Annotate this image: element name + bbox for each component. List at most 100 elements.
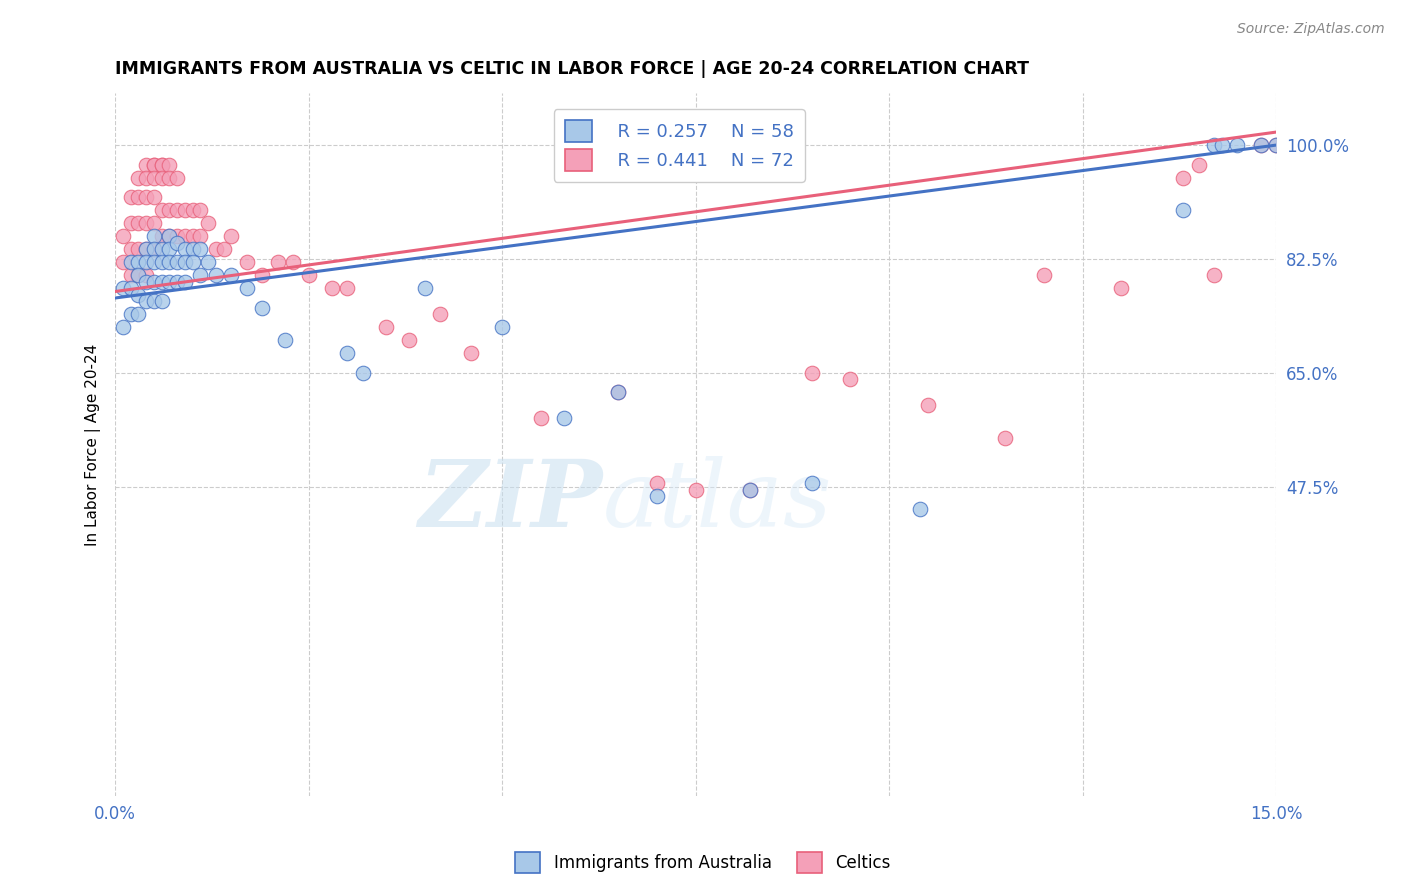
Point [1111,281,1133,295]
Point [120,242,142,256]
Point [127,242,149,256]
Point [142,158,165,172]
Point [219,229,242,244]
Point [120,255,142,269]
Point [738,483,761,497]
Point [166,229,188,244]
Point [283,255,305,269]
Point [135,242,157,256]
Point [321,281,343,295]
Point [197,216,219,230]
Point [173,275,195,289]
Point [645,476,668,491]
Point [142,255,165,269]
Point [135,294,157,309]
Point [150,242,173,256]
Point [142,294,165,309]
Point [530,411,553,425]
Point [157,242,180,256]
Point [135,255,157,269]
Point [157,229,180,244]
Point [127,268,149,283]
Point [111,229,134,244]
Point [274,333,297,347]
Text: Source: ZipAtlas.com: Source: ZipAtlas.com [1237,22,1385,37]
Point [607,385,630,400]
Point [135,170,157,185]
Point [157,170,180,185]
Point [212,242,235,256]
Point [298,268,321,283]
Point [135,275,157,289]
Point [173,255,195,269]
Point [181,203,204,218]
Point [1032,268,1054,283]
Point [917,398,939,412]
Point [166,170,188,185]
Point [1265,138,1288,153]
Point [188,203,211,218]
Text: ZIP: ZIP [419,456,603,546]
Point [111,320,134,334]
Point [1173,203,1195,218]
Point [197,255,219,269]
Point [188,268,211,283]
Point [127,268,149,283]
Point [1204,268,1226,283]
Point [685,483,707,497]
Point [150,275,173,289]
Point [1265,138,1288,153]
Point [994,431,1017,445]
Point [1173,170,1195,185]
Point [127,255,149,269]
Point [127,170,149,185]
Point [181,229,204,244]
Point [111,255,134,269]
Point [157,275,180,289]
Point [142,216,165,230]
Point [120,281,142,295]
Point [127,287,149,301]
Point [252,268,274,283]
Point [173,229,195,244]
Point [800,476,823,491]
Point [135,242,157,256]
Point [1226,138,1249,153]
Y-axis label: In Labor Force | Age 20-24: In Labor Force | Age 20-24 [86,343,101,546]
Point [398,333,420,347]
Point [142,158,165,172]
Point [135,216,157,230]
Point [127,190,149,204]
Legend: Immigrants from Australia, Celtics: Immigrants from Australia, Celtics [509,846,897,880]
Point [1250,138,1272,153]
Point [908,502,931,516]
Point [120,268,142,283]
Point [553,411,575,425]
Point [1204,138,1226,153]
Point [135,158,157,172]
Legend:   R = 0.257    N = 58,   R = 0.441    N = 72: R = 0.257 N = 58, R = 0.441 N = 72 [554,109,804,182]
Point [150,158,173,172]
Point [120,216,142,230]
Point [111,281,134,295]
Point [142,275,165,289]
Point [120,190,142,204]
Point [166,203,188,218]
Point [120,307,142,321]
Point [173,242,195,256]
Point [135,268,157,283]
Point [150,203,173,218]
Point [127,307,149,321]
Point [252,301,274,315]
Point [336,281,359,295]
Text: atlas: atlas [603,456,832,546]
Point [150,229,173,244]
Point [142,242,165,256]
Point [127,216,149,230]
Text: IMMIGRANTS FROM AUSTRALIA VS CELTIC IN LABOR FORCE | AGE 20-24 CORRELATION CHART: IMMIGRANTS FROM AUSTRALIA VS CELTIC IN L… [115,60,1029,78]
Point [491,320,513,334]
Point [204,242,226,256]
Point [429,307,451,321]
Point [267,255,290,269]
Point [460,346,482,360]
